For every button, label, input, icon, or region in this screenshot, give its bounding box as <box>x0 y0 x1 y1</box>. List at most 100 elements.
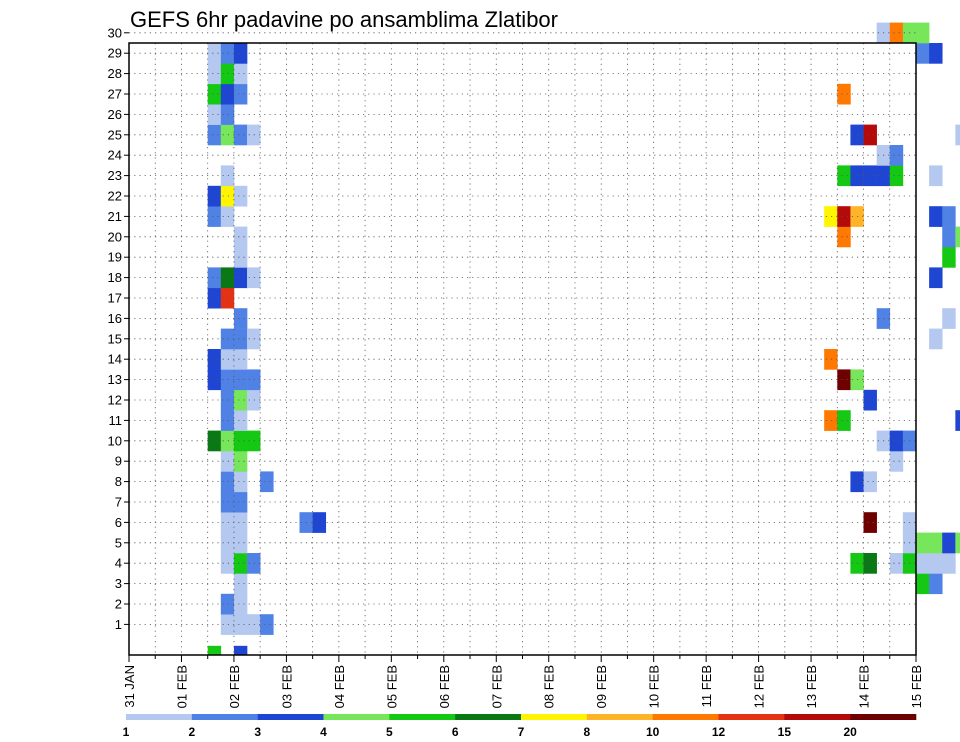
y-tick-label: 27 <box>108 87 122 102</box>
x-tick-label: 07 FEB <box>489 665 504 708</box>
colorbar-label: 10 <box>646 725 660 739</box>
heatmap-cell <box>824 349 838 370</box>
colorbar-label: 7 <box>518 725 525 739</box>
heatmap-cell <box>916 573 930 595</box>
y-tick-label: 25 <box>108 127 122 142</box>
heatmap-cell <box>247 267 261 289</box>
heatmap-cell <box>260 471 274 493</box>
y-tick-label: 13 <box>108 372 122 387</box>
colorbar-swatch <box>784 714 851 720</box>
heatmap-cell <box>207 369 222 391</box>
heatmap-cell <box>220 410 235 431</box>
y-tick-label: 7 <box>115 495 122 510</box>
heatmap-cell <box>220 43 235 64</box>
heatmap-cell <box>220 389 235 411</box>
y-tick-label: 20 <box>108 229 122 244</box>
x-tick-label: 12 FEB <box>752 665 767 708</box>
y-tick-label: 23 <box>108 168 122 183</box>
heatmap-cell <box>233 614 248 635</box>
heatmap-cell <box>863 165 877 187</box>
x-tick-label: 14 FEB <box>857 665 872 708</box>
y-tick-label: 6 <box>115 515 122 530</box>
heatmap-cell <box>207 83 222 105</box>
y-tick-label: 22 <box>108 189 122 204</box>
heatmap-cell <box>220 369 235 391</box>
heatmap-cell <box>233 410 248 431</box>
heatmap-cell <box>233 593 248 615</box>
heatmap-cell <box>929 165 943 187</box>
heatmap-cell <box>207 185 222 207</box>
heatmap-cell <box>247 553 261 574</box>
heatmap-cell <box>220 532 235 554</box>
heatmap-cell <box>889 451 904 472</box>
heatmap-cell <box>220 267 235 289</box>
y-tick-label: 15 <box>108 331 122 346</box>
heatmap-cell <box>929 267 943 289</box>
y-tick-label: 4 <box>115 556 122 571</box>
colorbar-label: 4 <box>320 725 327 739</box>
y-tick-label: 2 <box>115 597 122 612</box>
heatmap-cell <box>233 430 248 452</box>
colorbar-label: 2 <box>188 725 195 739</box>
heatmap-cell <box>942 553 956 574</box>
heatmap-cell <box>207 430 222 452</box>
heatmap-cell <box>233 645 248 656</box>
colorbar-label: 12 <box>712 725 726 739</box>
x-tick-label: 05 FEB <box>384 665 399 708</box>
heatmap-cell <box>929 206 943 227</box>
heatmap-cell <box>233 451 248 472</box>
heatmap-cell <box>220 614 235 635</box>
heatmap-cell <box>955 410 960 431</box>
heatmap-cell <box>207 287 222 309</box>
heatmap-cell <box>863 553 877 574</box>
colorbar-swatch <box>126 714 193 720</box>
x-tick-label: 10 FEB <box>647 665 662 708</box>
heatmap-cell <box>233 349 248 370</box>
heatmap-cell <box>929 328 943 350</box>
heatmap-cell <box>863 124 877 146</box>
x-tick-label: 03 FEB <box>279 665 294 708</box>
heatmap-cell <box>233 43 248 64</box>
y-tick-label: 28 <box>108 66 122 81</box>
heatmap-cell <box>233 83 248 105</box>
colorbar-swatch <box>455 714 522 720</box>
heatmap-cell <box>942 226 956 248</box>
y-tick-label: 26 <box>108 107 122 122</box>
heatmap-cell <box>929 43 943 64</box>
colorbar: 1 2 3 4 5 6 7 8 10 12 15 20 <box>123 714 917 739</box>
heatmap-cell <box>233 389 248 411</box>
y-tick-label: 5 <box>115 535 122 550</box>
heatmap-cell <box>220 430 235 452</box>
y-tick-label: 17 <box>108 291 122 306</box>
heatmap-cell <box>955 226 960 248</box>
heatmap-cell <box>889 553 904 574</box>
heatmap-cell <box>942 308 956 329</box>
y-tick-label: 30 <box>108 25 122 40</box>
y-tick-label: 19 <box>108 250 122 265</box>
y-tick-label: 3 <box>115 576 122 591</box>
colorbar-label: 3 <box>254 725 261 739</box>
heatmap-cell <box>955 124 960 146</box>
heatmap-cell <box>220 349 235 370</box>
y-axis: 1234567891011121314151617181920212223242… <box>108 25 129 632</box>
heatmap-cell <box>824 206 838 227</box>
heatmap-cell <box>220 165 235 187</box>
colorbar-label: 1 <box>123 725 130 739</box>
heatmap-cell <box>220 471 235 493</box>
heatmap-cell <box>929 532 943 554</box>
heatmap-cell <box>233 328 248 350</box>
y-tick-label: 11 <box>109 413 123 428</box>
heatmap-cell <box>233 308 248 329</box>
heatmap-cell <box>207 63 222 85</box>
heatmap-cell <box>929 573 943 595</box>
heatmap-cell <box>247 369 261 391</box>
heatmap-cell <box>220 185 235 207</box>
heatmap-cell <box>955 532 960 554</box>
x-tick-label: 02 FEB <box>227 665 242 708</box>
heatmap-cell <box>207 645 222 656</box>
y-tick-label: 21 <box>108 209 122 224</box>
heatmap-cell <box>233 553 248 574</box>
x-tick-label: 08 FEB <box>542 665 557 708</box>
colorbar-swatch <box>652 714 719 720</box>
heatmap-cell <box>220 206 235 227</box>
